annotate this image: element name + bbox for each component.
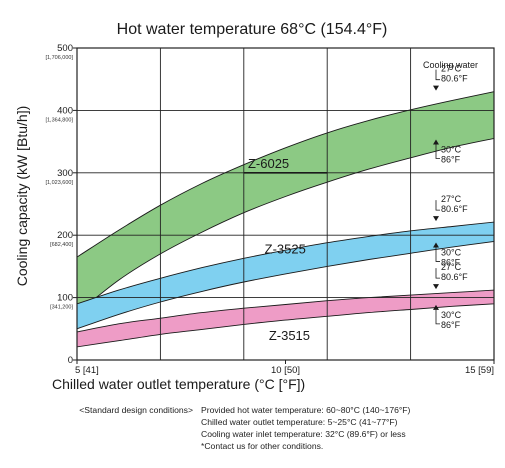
series-label: Z-3515 [269,328,310,343]
y-tick-label: 400 [57,105,73,116]
arrow-down-icon [433,284,439,290]
note-bracket [435,144,440,159]
x-tick-label: 5 [41] [75,365,99,376]
annotation-layer [433,69,440,325]
notes-lead: <Standard design conditions> [79,405,193,415]
x-axis-label: Chilled water outlet temperature (°C [°F… [52,376,305,392]
upper-note: 27°C [441,262,462,272]
text-layer: Hot water temperature 68°C (154.4°F) Coo… [14,21,494,392]
grid-layer [73,47,495,364]
y-tick-label: 500 [57,43,73,54]
series-label: Z-6025 [248,156,289,171]
lower-note: 30°C [441,144,462,154]
note-bracket [435,200,440,211]
arrow-down-icon [433,216,439,222]
y-tick-sublabel: [1,364,800] [45,117,73,123]
upper-note: 27°C [441,64,462,74]
y-tick-label: 0 [68,355,73,366]
arrow-up-icon [433,242,439,248]
bands-layer [76,91,495,348]
lower-note: 30°C [441,247,462,257]
y-tick-sublabel: [1,023,600] [45,180,73,186]
y-tick-sublabel: [1,706,000] [45,55,73,61]
x-tick-label: 15 [59] [465,365,494,376]
design-conditions-notes: <Standard design conditions> Provided ho… [6,404,499,452]
x-tick-label: 10 [50] [271,365,300,376]
upper-note: 80.6°F [441,204,468,214]
note-row: <Standard design conditions> Provided ho… [6,404,499,416]
note-bracket [435,69,440,81]
note-bracket [435,247,440,262]
y-tick-label: 100 [57,293,73,304]
chart-title: Hot water temperature 68°C (154.4°F) [117,21,388,38]
y-tick-label: 200 [57,230,73,241]
chart: Hot water temperature 68°C (154.4°F) Coo… [14,21,495,392]
series-band-z-6025 [76,91,495,315]
note-bracket [435,268,440,279]
lower-note: 30°C [441,310,462,320]
note-line: Chilled water outlet temperature: 5~25°C… [201,417,398,427]
lower-note: 86°F [441,320,461,330]
note-bracket [435,309,440,325]
note-row: *Contact us for other conditions. [6,440,499,452]
y-tick-label: 300 [57,168,73,179]
arrow-up-icon [433,139,439,145]
arrow-down-icon [433,85,439,91]
lower-note: 86°F [441,154,461,164]
upper-note: 27°C [441,194,462,204]
note-line: Cooling water inlet temperature: 32°C (8… [201,429,406,439]
note-line: *Contact us for other conditions. [201,441,324,451]
y-axis-label: Cooling capacity (kW [Btu/h]) [14,106,30,287]
upper-note: 80.6°F [441,272,468,282]
series-label: Z-3525 [265,241,306,256]
note-line: Provided hot water temperature: 60~80°C … [201,405,411,415]
y-tick-sublabel: [682,400] [50,242,73,248]
note-row: Cooling water inlet temperature: 32°C (8… [6,428,499,440]
upper-note: 80.6°F [441,74,468,84]
lower-note: 86°F [441,257,461,267]
note-row: Chilled water outlet temperature: 5~25°C… [6,416,499,428]
legend-title: Cooling water [423,60,478,70]
arrow-up-icon [433,304,439,310]
y-tick-sublabel: [341,200] [50,305,73,311]
